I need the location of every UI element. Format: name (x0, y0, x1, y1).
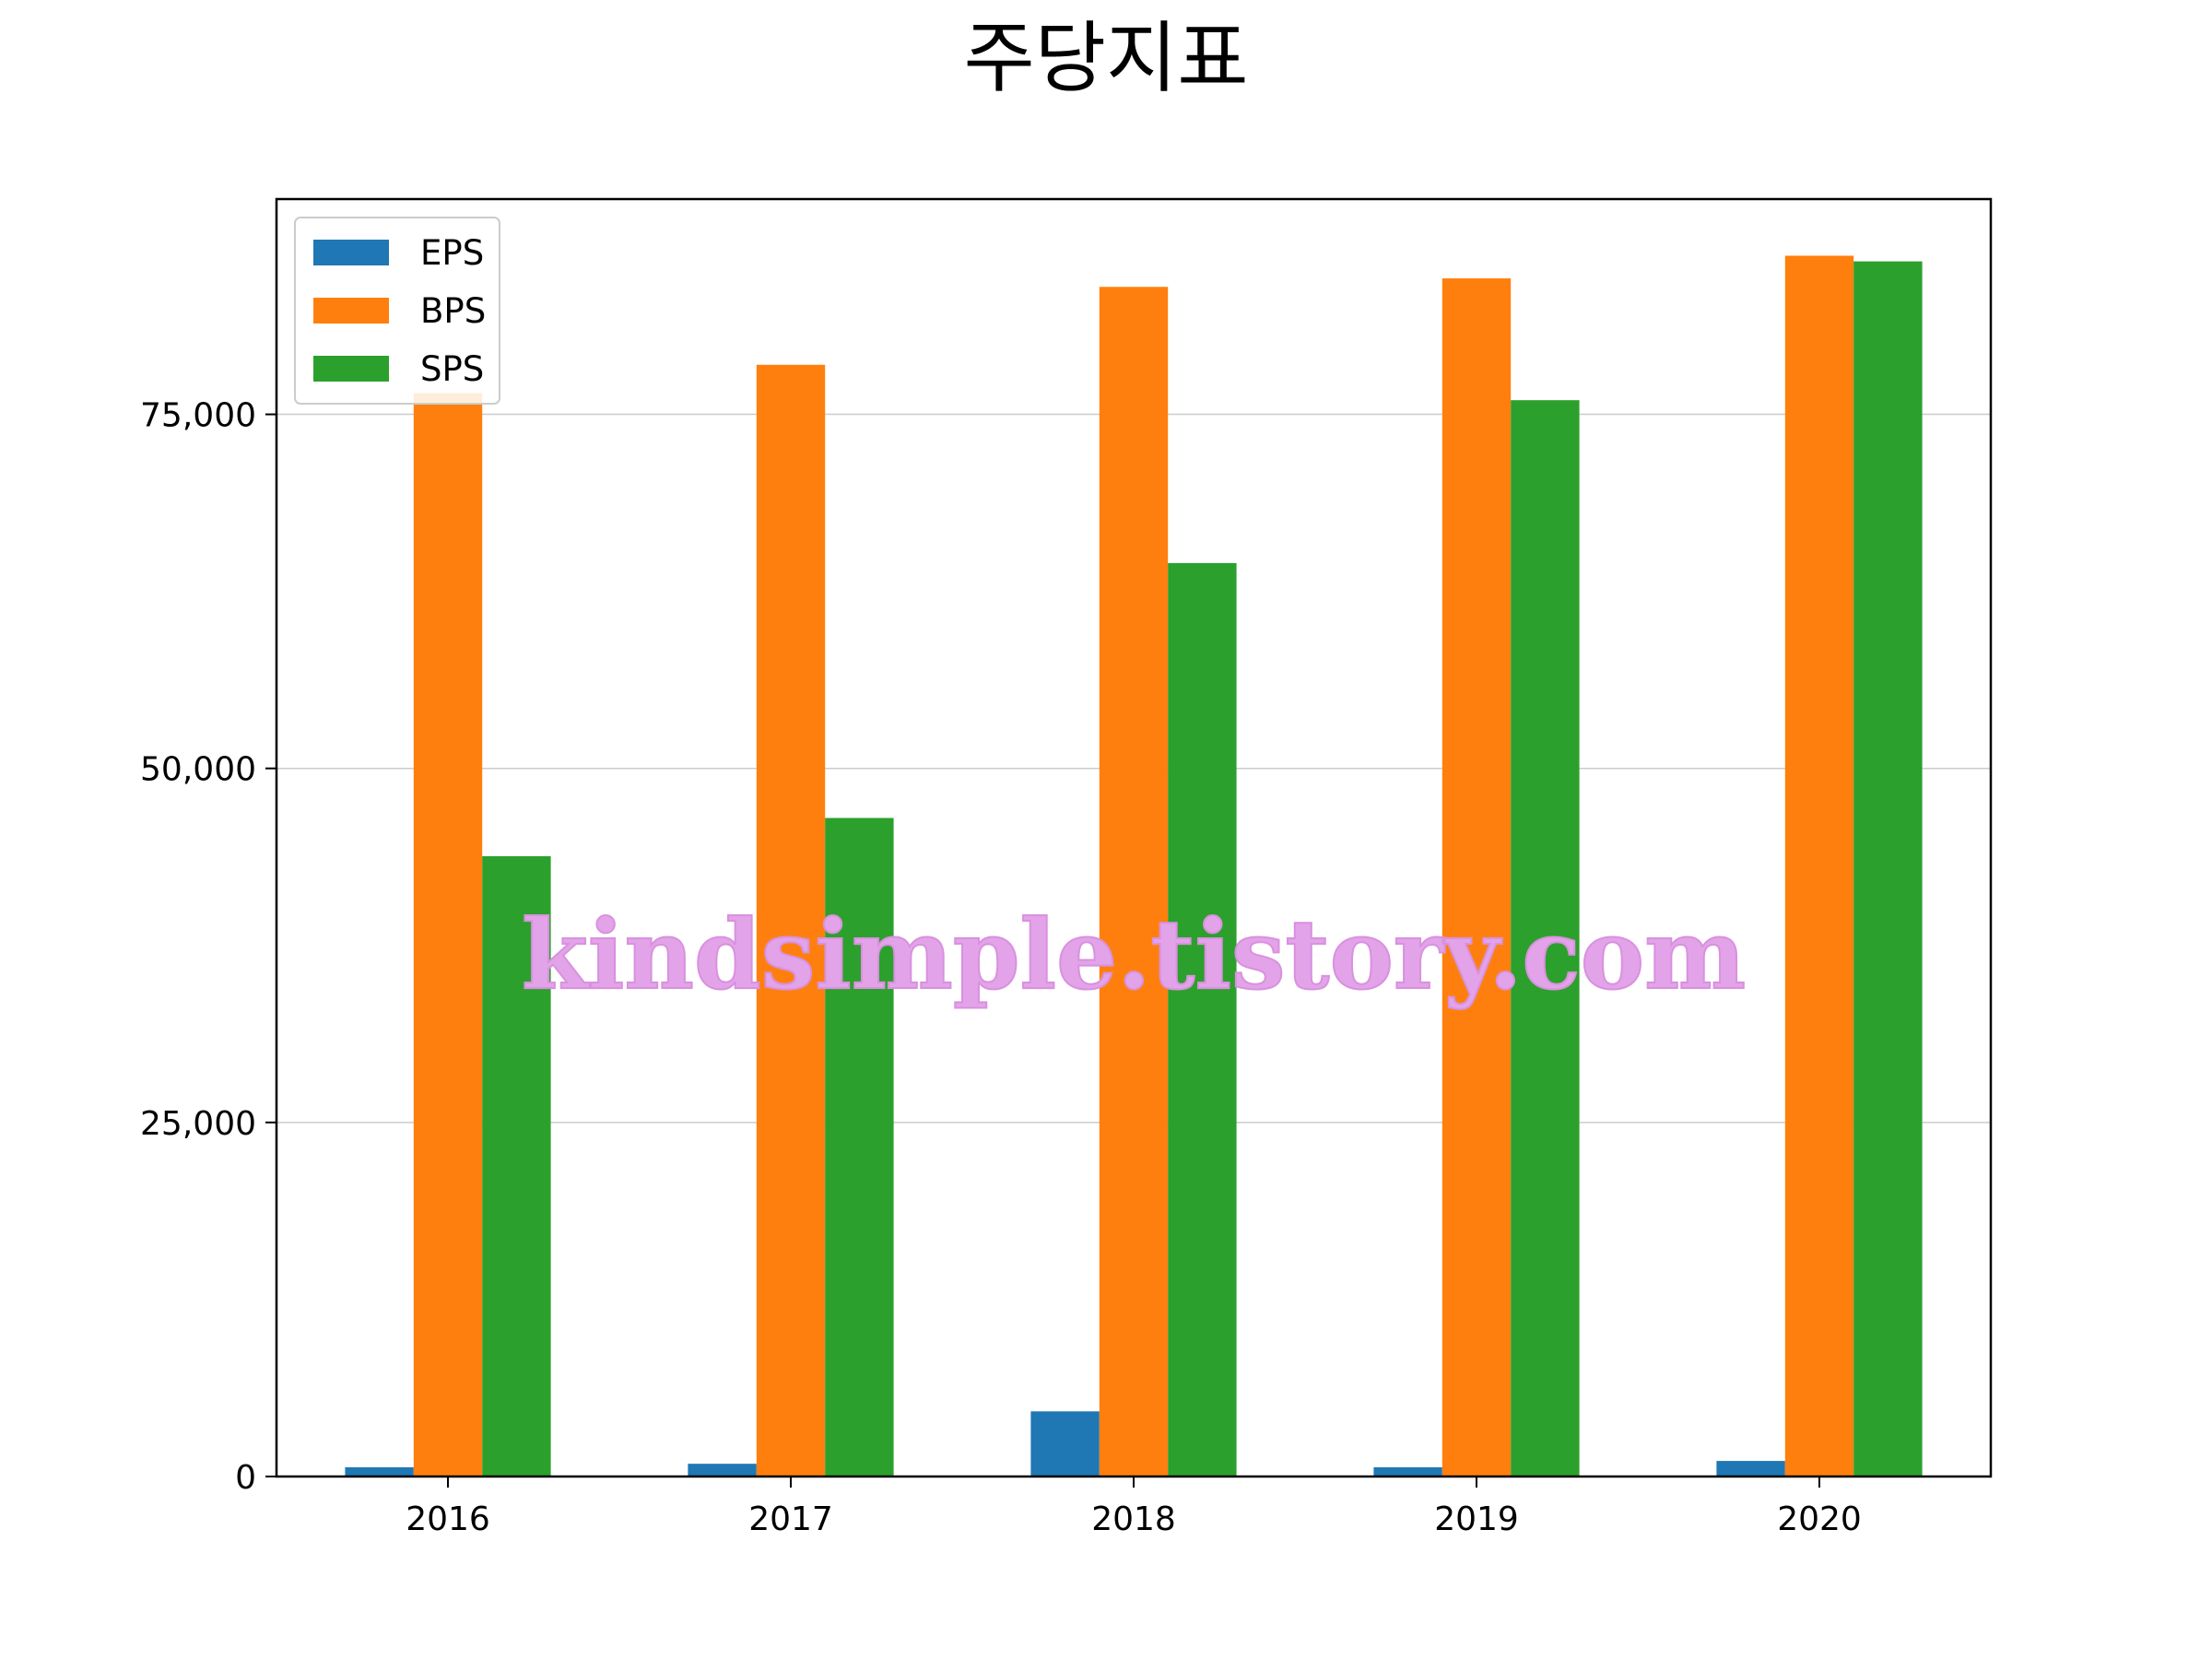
bar-bps-2017 (756, 364, 826, 1477)
bar-eps-2019 (1373, 1467, 1442, 1477)
x-tick-label: 2017 (748, 1500, 833, 1538)
legend-label-eps: EPS (420, 233, 484, 273)
bar-bps-2019 (1441, 278, 1512, 1477)
y-tick-label: 75,000 (140, 397, 256, 435)
x-tick-label: 2018 (1091, 1500, 1176, 1538)
y-axis: 0 25,000 50,000 75,000 (140, 397, 276, 1497)
bar-eps-2020 (1716, 1461, 1785, 1477)
chart-title: 주당지표 (963, 13, 1248, 103)
bars (345, 255, 1923, 1477)
legend-label-sps: SPS (420, 349, 484, 389)
x-tick-label: 2020 (1777, 1500, 1862, 1538)
bar-sps-2016 (482, 855, 551, 1477)
x-axis: 2016 2017 2018 2019 2020 (406, 1477, 1862, 1538)
bar-eps-2016 (345, 1467, 414, 1477)
legend-swatch-bps (313, 298, 389, 324)
bar-bps-2016 (413, 393, 483, 1477)
bar-eps-2018 (1030, 1411, 1100, 1477)
y-tick-label: 0 (235, 1459, 256, 1497)
legend-label-bps: BPS (420, 291, 486, 331)
legend: EPS BPS SPS (294, 217, 500, 405)
bar-sps-2020 (1853, 261, 1923, 1477)
legend-swatch-eps (313, 240, 389, 265)
bar-sps-2019 (1511, 400, 1580, 1477)
y-tick-label: 25,000 (140, 1105, 256, 1143)
bar-sps-2018 (1168, 562, 1237, 1477)
y-tick-label: 50,000 (140, 751, 256, 789)
bar-bps-2020 (1784, 255, 1854, 1477)
bar-bps-2018 (1099, 287, 1169, 1477)
x-tick-label: 2019 (1434, 1500, 1519, 1538)
x-tick-label: 2016 (406, 1500, 490, 1538)
watermark-text: kindsimple.tistory.com (522, 898, 1746, 1011)
legend-swatch-sps (313, 356, 389, 382)
bar-sps-2017 (825, 818, 894, 1477)
bar-eps-2017 (688, 1464, 757, 1477)
legend-items: EPS BPS SPS (313, 233, 486, 389)
